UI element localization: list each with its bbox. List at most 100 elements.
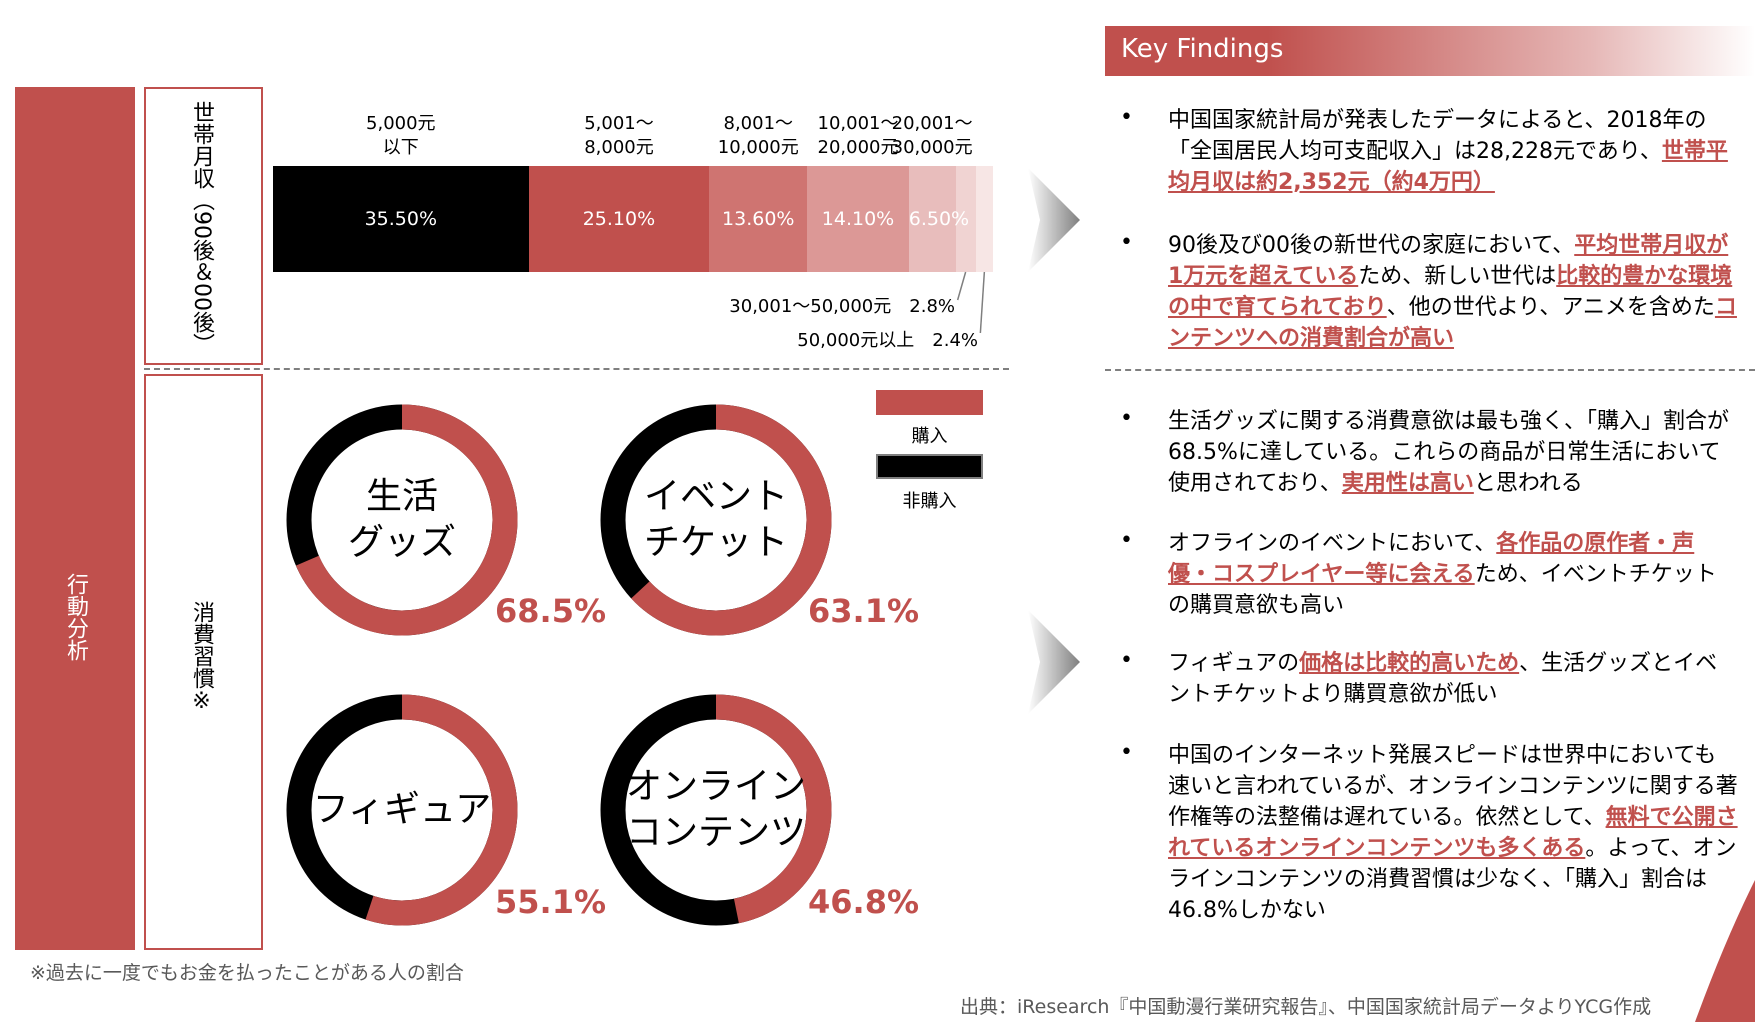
key-finding-item: 中国のインターネット発展スピードは世界中においても速いと言われているが、オンライ… xyxy=(1168,740,1738,926)
key-finding-item: 生活グッズに関する消費意欲は最も強く、「購入」割合が68.5%に達している。これ… xyxy=(1168,406,1738,499)
finding-highlight: 価格は比較的高いため xyxy=(1299,651,1520,676)
footnote: ※過去に一度でもお金を払ったことがある人の割合 xyxy=(30,962,464,984)
bar-category-label: 30,001～50,000元 xyxy=(729,296,892,317)
key-finding-item: フィギュアの価格は比較的高いため、生活グッズとイベントチケットより購買意欲が低い xyxy=(1168,648,1738,710)
donut-value-label: 55.1% xyxy=(495,883,607,921)
key-findings-title: Key Findings xyxy=(1121,34,1284,64)
leader-line xyxy=(956,271,967,301)
source-note: 出典：iResearch『中国動漫行業研究報告』、中国国家統計局データよりYCG… xyxy=(960,996,1652,1018)
row-label-income: 世帯月収（90後＆00後） xyxy=(189,101,214,355)
finding-highlight: 平均世帯月収が1万元を超えている xyxy=(1168,233,1729,289)
bar-category-label: 5,001～ 8,000元 xyxy=(584,113,654,158)
finding-text: 、生活グッズとイベントチケットより購買意欲が低い xyxy=(1168,651,1718,707)
finding-text: ため、新しい世代は xyxy=(1358,264,1557,289)
row-label-consumption: 消費習慣※ xyxy=(189,601,214,714)
donut-label-line: オンライン xyxy=(625,766,806,807)
finding-highlight: 各作品の原作者・声優・コスプレイヤー等に会える xyxy=(1168,531,1695,587)
bar-segment xyxy=(709,166,808,272)
donut-label-line: チケット xyxy=(643,522,788,563)
corner-decoration xyxy=(1695,880,1755,1022)
bar-value-label: 2.4% xyxy=(932,330,978,351)
bar-segment xyxy=(908,166,956,272)
bar-segment xyxy=(975,166,993,272)
bar-segment xyxy=(807,166,909,272)
row-label-box-income: 世帯月収（90後＆00後） xyxy=(144,87,263,365)
bar-value-label: 35.50% xyxy=(364,208,438,230)
donut-slice-buy xyxy=(286,694,518,926)
donut-center-label: フィギュア xyxy=(282,787,522,833)
side-label: 行動分析 xyxy=(63,573,88,661)
donut-center-label: イベント チケット xyxy=(596,474,836,566)
finding-text: 生活グッズに関する消費意欲は最も強く、「購入」割合が68.5%に達している。これ… xyxy=(1168,409,1730,496)
donut-label-line: コンテンツ xyxy=(625,812,806,853)
finding-highlight: 無料で公開されているオンラインコンテンツも多くある xyxy=(1168,805,1738,861)
bar-value-label: 14.10% xyxy=(821,208,895,230)
finding-text: と思われる xyxy=(1473,471,1583,496)
key-finding-item: 中国国家統計局が発表したデータによると、2018年の「全国居民人均可支配収入」は… xyxy=(1168,105,1738,198)
leader-line xyxy=(979,271,986,334)
donut-label-line: イベント xyxy=(643,476,788,517)
donut-label-line: グッズ xyxy=(347,522,456,563)
divider-right xyxy=(1105,369,1755,371)
donut-label-line: フィギュア xyxy=(312,789,492,830)
finding-text: 。よって、オンラインコンテンツの消費習慣は少なく、「購入」割合は46.8%しかな… xyxy=(1168,836,1737,923)
donut-label-line: 生活 xyxy=(365,476,438,517)
finding-highlight: コンテンツへの消費割合が高い xyxy=(1168,295,1737,351)
donut-value-label: 46.8% xyxy=(808,883,920,921)
bar-small-segment-note: 50,000元以上 2.4% xyxy=(797,326,978,352)
bullet-icon: • xyxy=(1120,105,1133,130)
bar-category-label: 20,001～ 30,000元 xyxy=(891,113,973,158)
finding-text: ため、イベントチケットの購買意欲も高い xyxy=(1168,562,1717,618)
donut-value-label: 68.5% xyxy=(495,592,607,630)
legend-swatch-nobuy xyxy=(876,454,983,479)
key-findings-header: Key Findings xyxy=(1105,26,1755,76)
donut-chart xyxy=(600,404,832,636)
finding-text: 中国のインターネット発展スピードは世界中においても速いと言われているが、オンライ… xyxy=(1168,743,1738,830)
bullet-icon: • xyxy=(1120,528,1133,553)
legend-label-nobuy: 非購入 xyxy=(902,491,957,512)
bar-value-label: 6.50% xyxy=(908,208,970,230)
bar-category-label: 50,000元以上 xyxy=(797,330,915,351)
donut-center-label: 生活 グッズ xyxy=(282,474,522,566)
bar-segment xyxy=(273,166,529,272)
donut-slice-buy xyxy=(286,404,518,636)
finding-text: フィギュアの xyxy=(1168,651,1300,676)
bar-category-label: 8,001～ 10,000元 xyxy=(717,113,799,158)
bar-value-label: 13.60% xyxy=(722,208,795,230)
legend-swatch-buy xyxy=(876,390,983,415)
bar-value-label: 25.10% xyxy=(582,208,656,230)
donut-chart xyxy=(286,404,518,636)
finding-highlight: 世帯平均月収は約2,352元（約4万円） xyxy=(1168,139,1728,195)
finding-text: 、他の世代より、アニメを含めた xyxy=(1386,295,1715,320)
arrow-right-icon xyxy=(1028,610,1080,714)
row-label-box-consumption: 消費習慣※ xyxy=(144,374,263,950)
donut-center-label: オンラインコンテンツ xyxy=(596,764,836,856)
bar-category-label: 10,001～ 20,000元 xyxy=(817,113,899,158)
donut-chart xyxy=(286,694,518,926)
bar-small-segment-note: 30,001～50,000元 2.8% xyxy=(729,292,955,318)
donut-slice-buy xyxy=(600,404,832,636)
divider-left xyxy=(144,368,1009,370)
bar-value-label: 2.8% xyxy=(909,296,955,317)
arrow-right-icon xyxy=(1028,168,1080,272)
donut-chart xyxy=(600,694,832,926)
finding-text: 90後及び00後の新世代の家庭において、 xyxy=(1168,233,1575,258)
finding-highlight: 比較的豊かな環境の中で育てられており xyxy=(1168,264,1733,320)
key-finding-item: 90後及び00後の新世代の家庭において、平均世帯月収が1万元を超えているため、新… xyxy=(1168,230,1738,354)
bar-category-label: 5,000元 以下 xyxy=(366,113,436,158)
finding-text: 中国国家統計局が発表したデータによると、2018年の「全国居民人均可支配収入」は… xyxy=(1168,108,1707,164)
finding-highlight: 実用性は高い xyxy=(1341,471,1474,496)
donut-slice-buy xyxy=(600,694,832,926)
side-bar: 行動分析 xyxy=(15,87,135,950)
bullet-icon: • xyxy=(1120,230,1133,255)
bullet-icon: • xyxy=(1120,648,1133,673)
bar-segment xyxy=(955,166,976,272)
key-finding-item: オフラインのイベントにおいて、各作品の原作者・声優・コスプレイヤー等に会えるため… xyxy=(1168,528,1738,621)
bullet-icon: • xyxy=(1120,740,1133,765)
donut-value-label: 63.1% xyxy=(808,592,920,630)
finding-text: オフラインのイベントにおいて、 xyxy=(1168,531,1497,556)
bar-segment xyxy=(528,166,710,272)
legend-label-buy: 購入 xyxy=(911,426,948,447)
bullet-icon: • xyxy=(1120,406,1133,431)
